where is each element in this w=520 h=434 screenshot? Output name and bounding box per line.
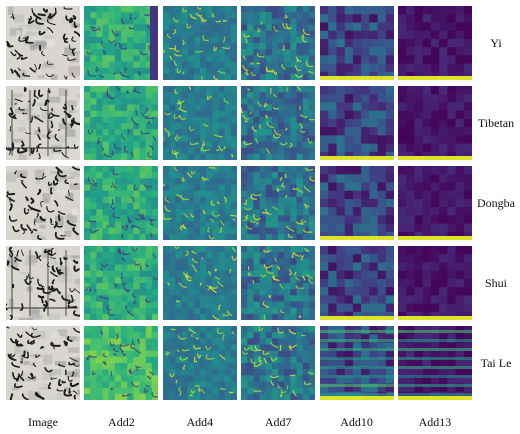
thumbnail-tibetan-add7 [241,86,316,160]
thumbnail-tibetan-add2 [84,86,159,160]
column-label-add7: Add7 [264,415,292,429]
column-labels: Image Add2 Add4 Add7 Add10 Add13 [6,414,472,432]
thumbnail-tibetan-add10 [319,86,394,160]
thumbnail-dongba-add10 [319,166,394,240]
row-label-yi: Yi [490,35,502,50]
thumbnail-dongba-add4 [162,166,237,240]
thumbnail-tibetan-add13 [397,86,472,160]
thumbnail-tai-le-image [6,326,80,400]
thumbnail-yi-add2 [84,6,159,80]
thumbnail-shui-image [6,246,80,320]
thumbnail-tai-le-add2 [84,326,159,400]
thumbnail-yi-image [6,6,80,80]
row-labels: Yi Tibetan Dongba Shui Tai Le [474,6,518,400]
thumbnail-tibetan-image [6,86,80,160]
thumbnail-dongba-image [6,166,80,240]
thumbnail-dongba-add13 [397,166,472,240]
feature-map-grid [6,6,472,400]
column-label-add4: Add4 [186,415,214,429]
thumbnail-shui-add4 [162,246,237,320]
column-label-add13: Add13 [418,415,452,429]
thumbnail-tibetan-add4 [162,86,237,160]
row-label-shui: Shui [484,275,507,290]
thumbnail-tai-le-add4 [162,326,237,400]
column-label-image: Image [28,415,58,429]
thumbnail-yi-add10 [319,6,394,80]
thumbnail-tai-le-add7 [241,326,316,400]
thumbnail-yi-add4 [162,6,237,80]
thumbnail-dongba-add2 [84,166,159,240]
thumbnail-shui-add13 [397,246,472,320]
thumbnail-shui-add7 [241,246,316,320]
column-label-add2: Add2 [108,415,135,429]
column-label-add10: Add10 [340,415,373,429]
thumbnail-tai-le-add10 [319,326,394,400]
thumbnail-yi-add13 [397,6,472,80]
thumbnail-shui-add2 [84,246,159,320]
thumbnail-yi-add7 [241,6,316,80]
row-label-tai-le: Tai Le [480,355,512,370]
row-label-dongba: Dongba [477,195,515,210]
thumbnail-tai-le-add13 [397,326,472,400]
row-label-tibetan: Tibetan [477,115,515,130]
thumbnail-shui-add10 [319,246,394,320]
thumbnail-dongba-add7 [241,166,316,240]
